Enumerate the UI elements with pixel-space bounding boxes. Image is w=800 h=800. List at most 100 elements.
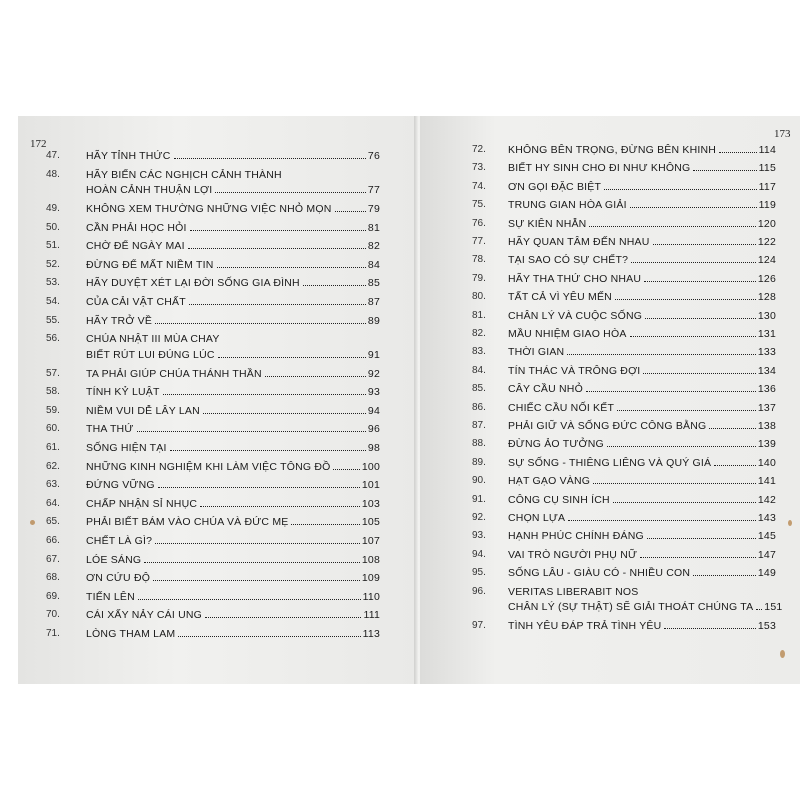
toc-row: HÃY BIẾN CÁC NGHỊCH CẢNH THÀNH: [86, 169, 380, 181]
right-page: 173 72. KHÔNG BÊN TRỌNG, ĐỪNG BÊN KHINH 114…: [420, 116, 800, 684]
toc-row: THA THỨ 96: [86, 423, 380, 435]
entry-number: 66.: [46, 535, 60, 547]
leader-dots: [215, 192, 366, 194]
toc-row: SỐNG HIỆN TẠI 98: [86, 442, 380, 454]
entry-title: TÌNH YÊU ĐÁP TRẢ TÌNH YÊU: [508, 619, 662, 632]
leader-dots: [631, 262, 756, 264]
leader-dots: [567, 354, 756, 356]
leader-dots: [640, 556, 756, 558]
toc-row: TÌNH YÊU ĐÁP TRẢ TÌNH YÊU 153: [508, 620, 776, 632]
leader-dots: [693, 575, 756, 577]
entry-number: 49.: [46, 203, 60, 214]
entry-title: TẤT CẢ VÌ YÊU MẾN: [508, 291, 612, 304]
entry-page: 119: [758, 199, 776, 212]
leader-dots: [645, 317, 756, 319]
toc-row: PHẢI GIỮ VÀ SỐNG ĐỨC CÔNG BẰNG 138: [508, 420, 776, 432]
toc-row: TÍNH KỶ LUẬT 93: [86, 386, 380, 398]
entry-page: 133: [757, 346, 776, 359]
entry-title: CỦA CẢI VẬT CHẤT: [86, 296, 186, 308]
entry-number: 95.: [472, 567, 486, 579]
entry-number: 58.: [46, 386, 60, 398]
entry-page: 100: [361, 460, 380, 473]
entry-title: ĐỨNG VỮNG: [86, 479, 155, 492]
entry-number: 89.: [472, 456, 486, 468]
toc-row: KHÔNG BÊN TRỌNG, ĐỪNG BÊN KHINH 114: [508, 144, 776, 156]
leader-dots: [646, 538, 756, 540]
toc-row: SỰ SỐNG - THIÊNG LIÊNG VÀ QUÝ GIÁ 140: [508, 457, 776, 469]
leader-dots: [136, 431, 366, 433]
leader-dots: [664, 627, 756, 629]
leader-dots: [155, 543, 360, 545]
toc-row: CHÂN LÝ VÀ CUỘC SỐNG 130: [508, 310, 776, 322]
entry-title: SỰ KIÊN NHẪN: [508, 217, 587, 230]
entry-title: LÓE SÁNG: [86, 553, 142, 566]
entry-title: MẦU NHIỆM GIAO HÒA: [508, 328, 627, 340]
entry-number: 70.: [46, 609, 60, 621]
toc-row: BIẾT RÚT LUI ĐÚNG LÚC 91: [86, 349, 380, 361]
toc-row: CÔNG CỤ SINH ÍCH 142: [508, 494, 776, 506]
entry-page: 141: [757, 475, 776, 488]
toc-row: MẦU NHIỆM GIAO HÒA 131: [508, 328, 776, 340]
entry-title: VERITAS LIBERABIT NOS: [508, 585, 639, 598]
entry-title: CÔNG CỤ SINH ÍCH: [508, 493, 610, 506]
entry-title: CÁI XẤY NẢY CÁI UNG: [86, 609, 203, 622]
entry-number: 47.: [46, 150, 60, 161]
entry-page: 126: [757, 272, 776, 285]
toc-row: CHẤP NHẬN SỈ NHỤC 103: [86, 498, 380, 510]
toc-row: HẠNH PHÚC CHÍNH ĐÁNG 145: [508, 530, 776, 542]
toc-row: ĐỪNG ẢO TƯỞNG 139: [508, 438, 776, 450]
entry-title: ĐỪNG ẢO TƯỞNG: [508, 438, 604, 451]
entry-title: ƠN GỌI ĐẶC BIỆT: [508, 180, 602, 193]
entry-title: CHÂN LÝ (SỰ THẬT) SẼ GIẢI THOÁT CHÚNG TA: [508, 601, 754, 614]
leader-dots: [644, 280, 756, 282]
entry-page: 89: [367, 314, 380, 327]
toc-row: VAI TRÒ NGƯỜI PHỤ NỮ 147: [508, 549, 776, 561]
toc-row: HẠT GẠO VÀNG 141: [508, 475, 776, 487]
toc-row: CHẾT LÀ GÌ? 107: [86, 535, 380, 547]
page-number: 173: [774, 128, 791, 140]
entry-page: 84: [367, 258, 380, 271]
leader-dots: [606, 446, 756, 448]
entry-page: 149: [757, 567, 776, 580]
entry-page: 79: [367, 203, 380, 215]
leader-dots: [137, 598, 361, 600]
entry-page: 94: [367, 404, 380, 417]
entry-title: SỰ SỐNG - THIÊNG LIÊNG VÀ QUÝ GIÁ: [508, 456, 712, 469]
leader-dots: [217, 357, 366, 359]
entry-title: VAI TRÒ NGƯỜI PHỤ NỮ: [508, 548, 638, 561]
toc-row: LÓE SÁNG 108: [86, 554, 380, 566]
entry-number: 52.: [46, 258, 60, 270]
entry-number: 92.: [472, 512, 486, 523]
left-page: 172 47. HÃY TỈNH THỨC 76 48. HÃY BIẾN CÁC NGH…: [18, 116, 416, 684]
leader-dots: [153, 580, 360, 582]
toc-row: TIẾN LÊN 110: [86, 591, 380, 603]
entry-number: 65.: [46, 516, 60, 528]
entry-number: 82.: [472, 328, 486, 339]
entry-title: CHẤP NHẬN SỈ NHỤC: [86, 497, 198, 510]
toc-row: CHÂN LÝ (SỰ THẬT) SẼ GIẢI THOÁT CHÚNG TA…: [508, 601, 782, 614]
entry-number: 81.: [472, 309, 486, 321]
entry-title: CHỜ ĐỂ NGÀY MAI: [86, 240, 185, 253]
entry-page: 131: [757, 328, 776, 340]
entry-page: 114: [758, 144, 776, 156]
entry-page: 136: [757, 383, 776, 396]
entry-number: 90.: [472, 475, 486, 487]
entry-title: NIỀM VUI DỄ LÂY LAN: [86, 404, 200, 417]
stain: [788, 520, 792, 526]
entry-title: SỐNG LÂU - GIÀU CÓ - NHIỀU CON: [508, 567, 691, 580]
entry-title: NHỮNG KINH NGHIỆM KHI LÀM VIỆC TÔNG ĐỒ: [86, 460, 331, 473]
entry-title: HÃY THA THỨ CHO NHAU: [508, 272, 642, 285]
entry-title: TA PHẢI GIÚP CHÚA THÁNH THẦN: [86, 367, 262, 380]
toc-row: HÃY TỈNH THỨC 76: [86, 150, 380, 162]
leader-dots: [155, 322, 366, 324]
entry-number: 62.: [46, 460, 60, 472]
entry-title: HÃY QUAN TÂM ĐẾN NHAU: [508, 236, 650, 248]
entry-title: ĐỪNG ĐỂ MẤT NIỀM TIN: [86, 258, 214, 271]
entry-title: TRUNG GIAN HÒA GIẢI: [508, 199, 627, 212]
leader-dots: [188, 304, 366, 305]
leader-dots: [189, 229, 366, 231]
leader-dots: [756, 609, 763, 611]
entry-number: 80.: [472, 291, 486, 303]
entry-title: PHẢI BIẾT BÁM VÀO CHÚA VÀ ĐỨC MẸ: [86, 516, 289, 529]
toc-row: VERITAS LIBERABIT NOS: [508, 586, 776, 598]
